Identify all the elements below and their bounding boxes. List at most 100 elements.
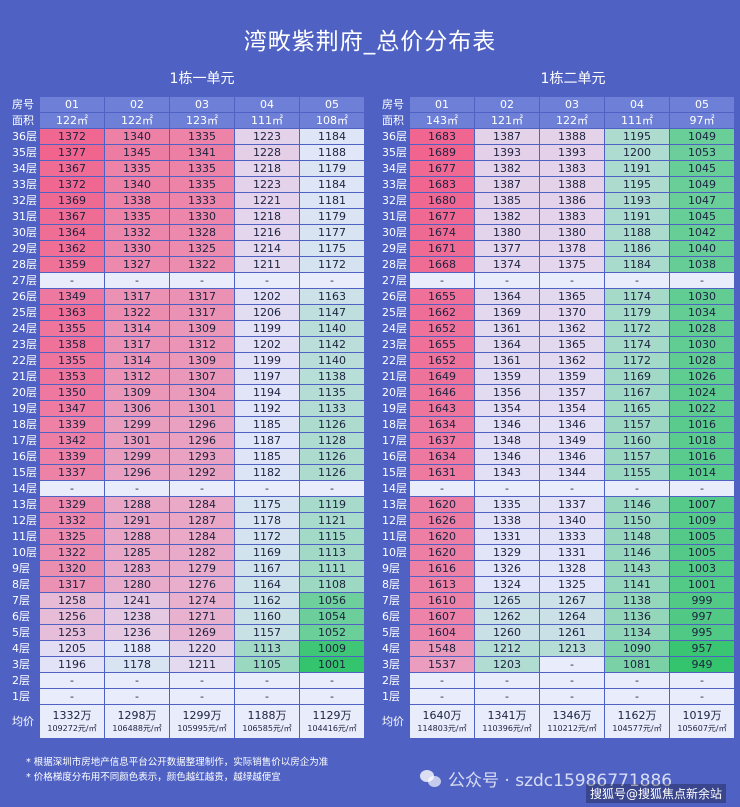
price-cell: -: [39, 272, 105, 289]
table-row: 4层 1205 1188 1220 1113 1009: [10, 640, 365, 657]
price-cell: 1304: [169, 384, 235, 401]
table-row: 15层 1631 1343 1344 1155 1014: [380, 464, 735, 481]
floor-label: 29层: [10, 240, 40, 257]
price-cell: 1034: [669, 304, 735, 321]
price-cell: 1291: [104, 512, 170, 529]
price-cell: 1223: [234, 176, 300, 193]
price-cell: -: [474, 272, 540, 289]
price-cell: 1169: [604, 368, 670, 385]
price-cell: 1634: [409, 448, 475, 465]
price-cell: 1111: [299, 560, 365, 577]
floor-label: 10层: [380, 544, 410, 561]
price-cell: -: [539, 672, 605, 689]
unit-number-cell: 04: [604, 96, 670, 113]
right-table-subtitle: 1栋二单元: [540, 71, 606, 87]
price-cell: 1160: [604, 432, 670, 449]
average-unit-price: 114803元/㎡: [417, 723, 467, 733]
price-cell: 1205: [39, 640, 105, 657]
table-row: 20层 1350 1309 1304 1194 1135: [10, 384, 365, 401]
price-cell: 1177: [299, 224, 365, 241]
price-cell: -: [669, 480, 735, 497]
average-unit-price: 104416元/㎡: [307, 723, 357, 733]
price-cell: 1182: [234, 464, 300, 481]
price-cell: 1604: [409, 624, 475, 641]
table-row: 35层 1377 1345 1341 1228 1188: [10, 144, 365, 161]
table-row: 30层 1364 1332 1328 1216 1177: [10, 224, 365, 241]
area-row-label: 面积: [380, 112, 410, 129]
price-cell: 1689: [409, 144, 475, 161]
average-total-price: 1332万: [52, 708, 92, 722]
price-cell: 1387: [474, 128, 540, 145]
table-row: 29层 1671 1377 1378 1186 1040: [380, 240, 735, 257]
price-cell: 1162: [234, 592, 300, 609]
price-cell: 1333: [539, 528, 605, 545]
price-cell: 1365: [539, 288, 605, 305]
price-cell: 1221: [234, 192, 300, 209]
table-row: 26层 1349 1317 1317 1202 1163: [10, 288, 365, 305]
price-cell: 1267: [539, 592, 605, 609]
price-cell: 1238: [104, 608, 170, 625]
price-cell: -: [539, 480, 605, 497]
price-cell: 1320: [39, 560, 105, 577]
table-row: 8层 1613 1324 1325 1141 1001: [380, 576, 735, 593]
price-cell: 1179: [604, 304, 670, 321]
price-cell: 1340: [104, 128, 170, 145]
price-cell: 1016: [669, 448, 735, 465]
price-cell: 1165: [604, 400, 670, 417]
floor-label: 33层: [380, 176, 410, 193]
floor-label: 8层: [380, 576, 410, 593]
price-cell: 999: [669, 592, 735, 609]
price-cell: 1279: [169, 560, 235, 577]
price-cell: 1309: [104, 384, 170, 401]
price-cell: 997: [669, 608, 735, 625]
price-cell: 1331: [539, 544, 605, 561]
unit-number-cell: 05: [299, 96, 365, 113]
average-price-cell: 1640万 114803元/㎡: [409, 704, 475, 739]
floor-label: 18层: [10, 416, 40, 433]
unit-number-cell: 03: [169, 96, 235, 113]
average-total-price: 1019万: [682, 708, 722, 722]
floor-label: 16层: [10, 448, 40, 465]
price-cell: -: [474, 480, 540, 497]
price-cell: 1003: [669, 560, 735, 577]
price-cell: 1005: [669, 528, 735, 545]
price-cell: 1185: [234, 448, 300, 465]
price-cell: 1369: [474, 304, 540, 321]
floor-label: 12层: [380, 512, 410, 529]
price-cell: 1128: [299, 432, 365, 449]
price-cell: 1309: [169, 320, 235, 337]
price-cell: 1138: [604, 592, 670, 609]
floor-label: 30层: [380, 224, 410, 241]
price-cell: 1674: [409, 224, 475, 241]
price-cell: 1364: [474, 288, 540, 305]
floor-label: 14层: [10, 480, 40, 497]
area-cell: 122㎡: [539, 112, 605, 129]
price-cell: 1328: [539, 560, 605, 577]
table-row: 13层 1620 1335 1337 1146 1007: [380, 496, 735, 513]
price-cell: 1317: [169, 304, 235, 321]
price-cell: 1005: [669, 544, 735, 561]
table-row: 27层 - - - - -: [380, 272, 735, 289]
price-cell: 1271: [169, 608, 235, 625]
floor-label: 21层: [10, 368, 40, 385]
price-cell: 1312: [104, 368, 170, 385]
table-row: 17层 1342 1301 1296 1187 1128: [10, 432, 365, 449]
price-cell: 1388: [539, 176, 605, 193]
average-total-price: 1640万: [422, 708, 462, 722]
price-cell: 1285: [104, 544, 170, 561]
price-cell: 1317: [104, 336, 170, 353]
table-row: 28层 1359 1327 1322 1211 1172: [10, 256, 365, 273]
area-cell: 97㎡: [669, 112, 735, 129]
price-cell: 1167: [234, 560, 300, 577]
table-row: 12层 1332 1291 1287 1178 1121: [10, 512, 365, 529]
price-cell: 1228: [234, 144, 300, 161]
price-table-right: 房号 01 02 03 04 05 面积 143㎡ 121㎡ 122㎡ 111㎡ 97㎡ 36层 1683…: [380, 96, 735, 739]
price-cell: -: [234, 688, 300, 705]
price-cell: 1382: [474, 160, 540, 177]
price-cell: 1022: [669, 400, 735, 417]
price-cell: 1335: [474, 496, 540, 513]
price-cell: 1322: [104, 304, 170, 321]
floor-label: 8层: [10, 576, 40, 593]
price-cell: 1353: [39, 368, 105, 385]
price-cell: -: [169, 688, 235, 705]
